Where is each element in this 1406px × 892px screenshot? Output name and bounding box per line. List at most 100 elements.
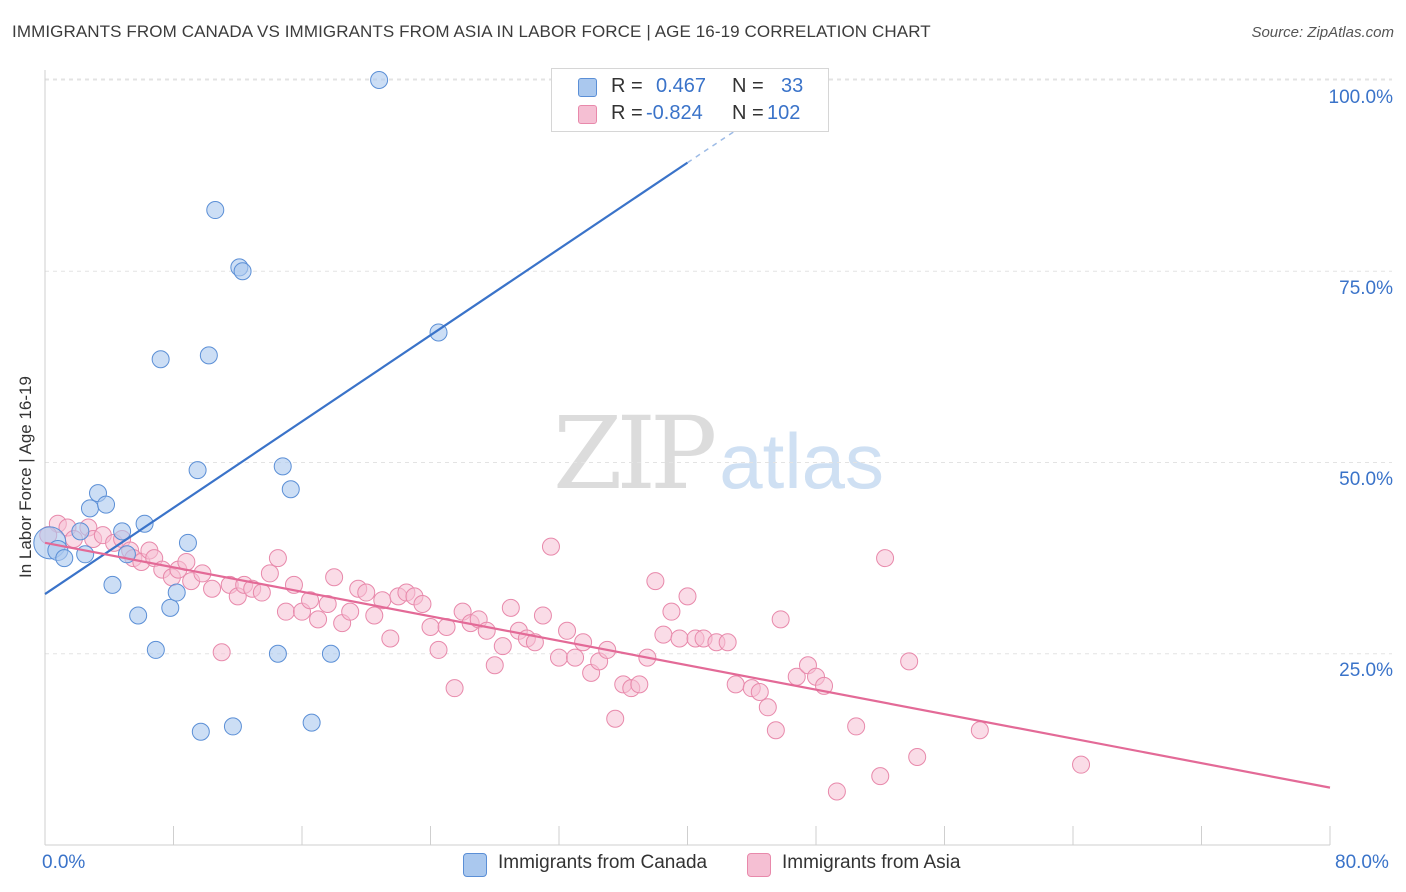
asia-point (900, 652, 919, 671)
canada-point (233, 262, 252, 281)
asia-point (847, 717, 866, 736)
asia-point (908, 748, 927, 767)
canada-point (321, 644, 340, 663)
asia-point (558, 621, 577, 640)
legend-label: Immigrants from Canada (498, 852, 708, 873)
asia-point (574, 633, 593, 652)
canada-point (302, 713, 321, 732)
canada-point (191, 722, 210, 741)
asia-point (550, 648, 568, 667)
asia-point (365, 606, 384, 625)
asia-point (212, 643, 231, 662)
canada-point (268, 644, 287, 663)
canada-point (135, 514, 154, 533)
asia-swatch-icon (578, 105, 597, 124)
asia-point (871, 767, 890, 786)
asia-point (1072, 755, 1091, 774)
canada-point (146, 640, 165, 659)
legend-n-label: N = (732, 102, 764, 124)
asia-point (429, 640, 448, 659)
canada-point (55, 549, 74, 568)
asia-point (678, 587, 697, 606)
canada-swatch-icon (578, 78, 597, 97)
canada-point (188, 461, 207, 480)
asia-point (606, 709, 625, 728)
asia-point (445, 679, 464, 698)
asia-point (301, 591, 320, 610)
asia-point (827, 782, 846, 801)
legend-r-value: -0.824 (646, 102, 703, 124)
legend-r-label: R = (611, 75, 643, 97)
canada-point (273, 457, 292, 476)
stats-legend: R = 0.467 N = 33 R = -0.824 N = 102 (551, 68, 829, 132)
canada-point (281, 480, 300, 499)
legend-n-label: N = (732, 75, 764, 97)
asia-point (325, 568, 344, 587)
asia-point (357, 583, 376, 602)
asia-point (203, 579, 222, 598)
y-axis-title: In Labor Force | Age 16-19 (16, 376, 35, 578)
asia-point (654, 625, 673, 644)
y-tick-label: 25.0% (1339, 660, 1393, 681)
asia-point (670, 629, 689, 648)
canada-point (206, 201, 225, 220)
canada-point (223, 717, 242, 736)
asia-point (970, 721, 989, 740)
canada-point (113, 522, 132, 541)
axes (44, 70, 1331, 846)
legend-n-value: 33 (781, 75, 804, 97)
canada-point (97, 495, 116, 514)
canada-legend-icon (463, 853, 487, 877)
asia-point (421, 617, 440, 636)
watermark-atlas: atlas (719, 417, 885, 505)
canada-point (151, 350, 170, 369)
canada-point (161, 598, 180, 617)
asia-point (718, 633, 737, 652)
asia-point (318, 595, 337, 614)
canada-point (370, 71, 389, 89)
trend-lines (44, 119, 1331, 789)
canada-points (33, 71, 593, 741)
watermark: ZIP atlas (553, 395, 884, 512)
y-tick-label: 50.0% (1339, 469, 1393, 490)
canada-point (199, 346, 218, 365)
asia-point (726, 675, 745, 694)
asia-point (260, 564, 279, 583)
legend-r-label: R = (611, 102, 643, 124)
asia-point (268, 549, 287, 568)
watermark-zip: ZIP (553, 395, 717, 512)
asia-point (501, 598, 520, 617)
y-tick-label: 100.0% (1328, 87, 1393, 108)
grid-lines (45, 78, 1392, 655)
asia-point (876, 549, 895, 568)
canada-point (167, 583, 186, 602)
asia-point (381, 629, 400, 648)
canada-point (80, 499, 99, 518)
x-tick-label-max: 80.0% (1335, 852, 1389, 873)
source-label: Source: ZipAtlas.com (1251, 24, 1394, 41)
asia-point (662, 602, 681, 621)
legend-n-value: 102 (767, 102, 801, 124)
asia-point (566, 648, 585, 667)
asia-point (252, 583, 271, 602)
legend-label: Immigrants from Asia (782, 852, 961, 873)
asia-point (276, 602, 295, 621)
asia-point (750, 683, 769, 701)
asia-point (646, 572, 665, 591)
asia-point (630, 675, 649, 694)
canada-point (103, 575, 122, 594)
asia-point (541, 537, 560, 556)
x-tick-label-min: 0.0% (42, 852, 86, 873)
canada-point (178, 533, 197, 552)
asia-point (493, 637, 512, 656)
asia-legend-icon (747, 853, 771, 877)
asia-point (485, 656, 504, 675)
asia-point (309, 610, 328, 629)
legend-r-value: 0.467 (656, 75, 707, 97)
canada-point (129, 606, 148, 625)
y-tick-label: 75.0% (1339, 278, 1393, 299)
asia-point (341, 602, 360, 621)
canada-point (71, 522, 90, 541)
asia-point (533, 606, 552, 625)
